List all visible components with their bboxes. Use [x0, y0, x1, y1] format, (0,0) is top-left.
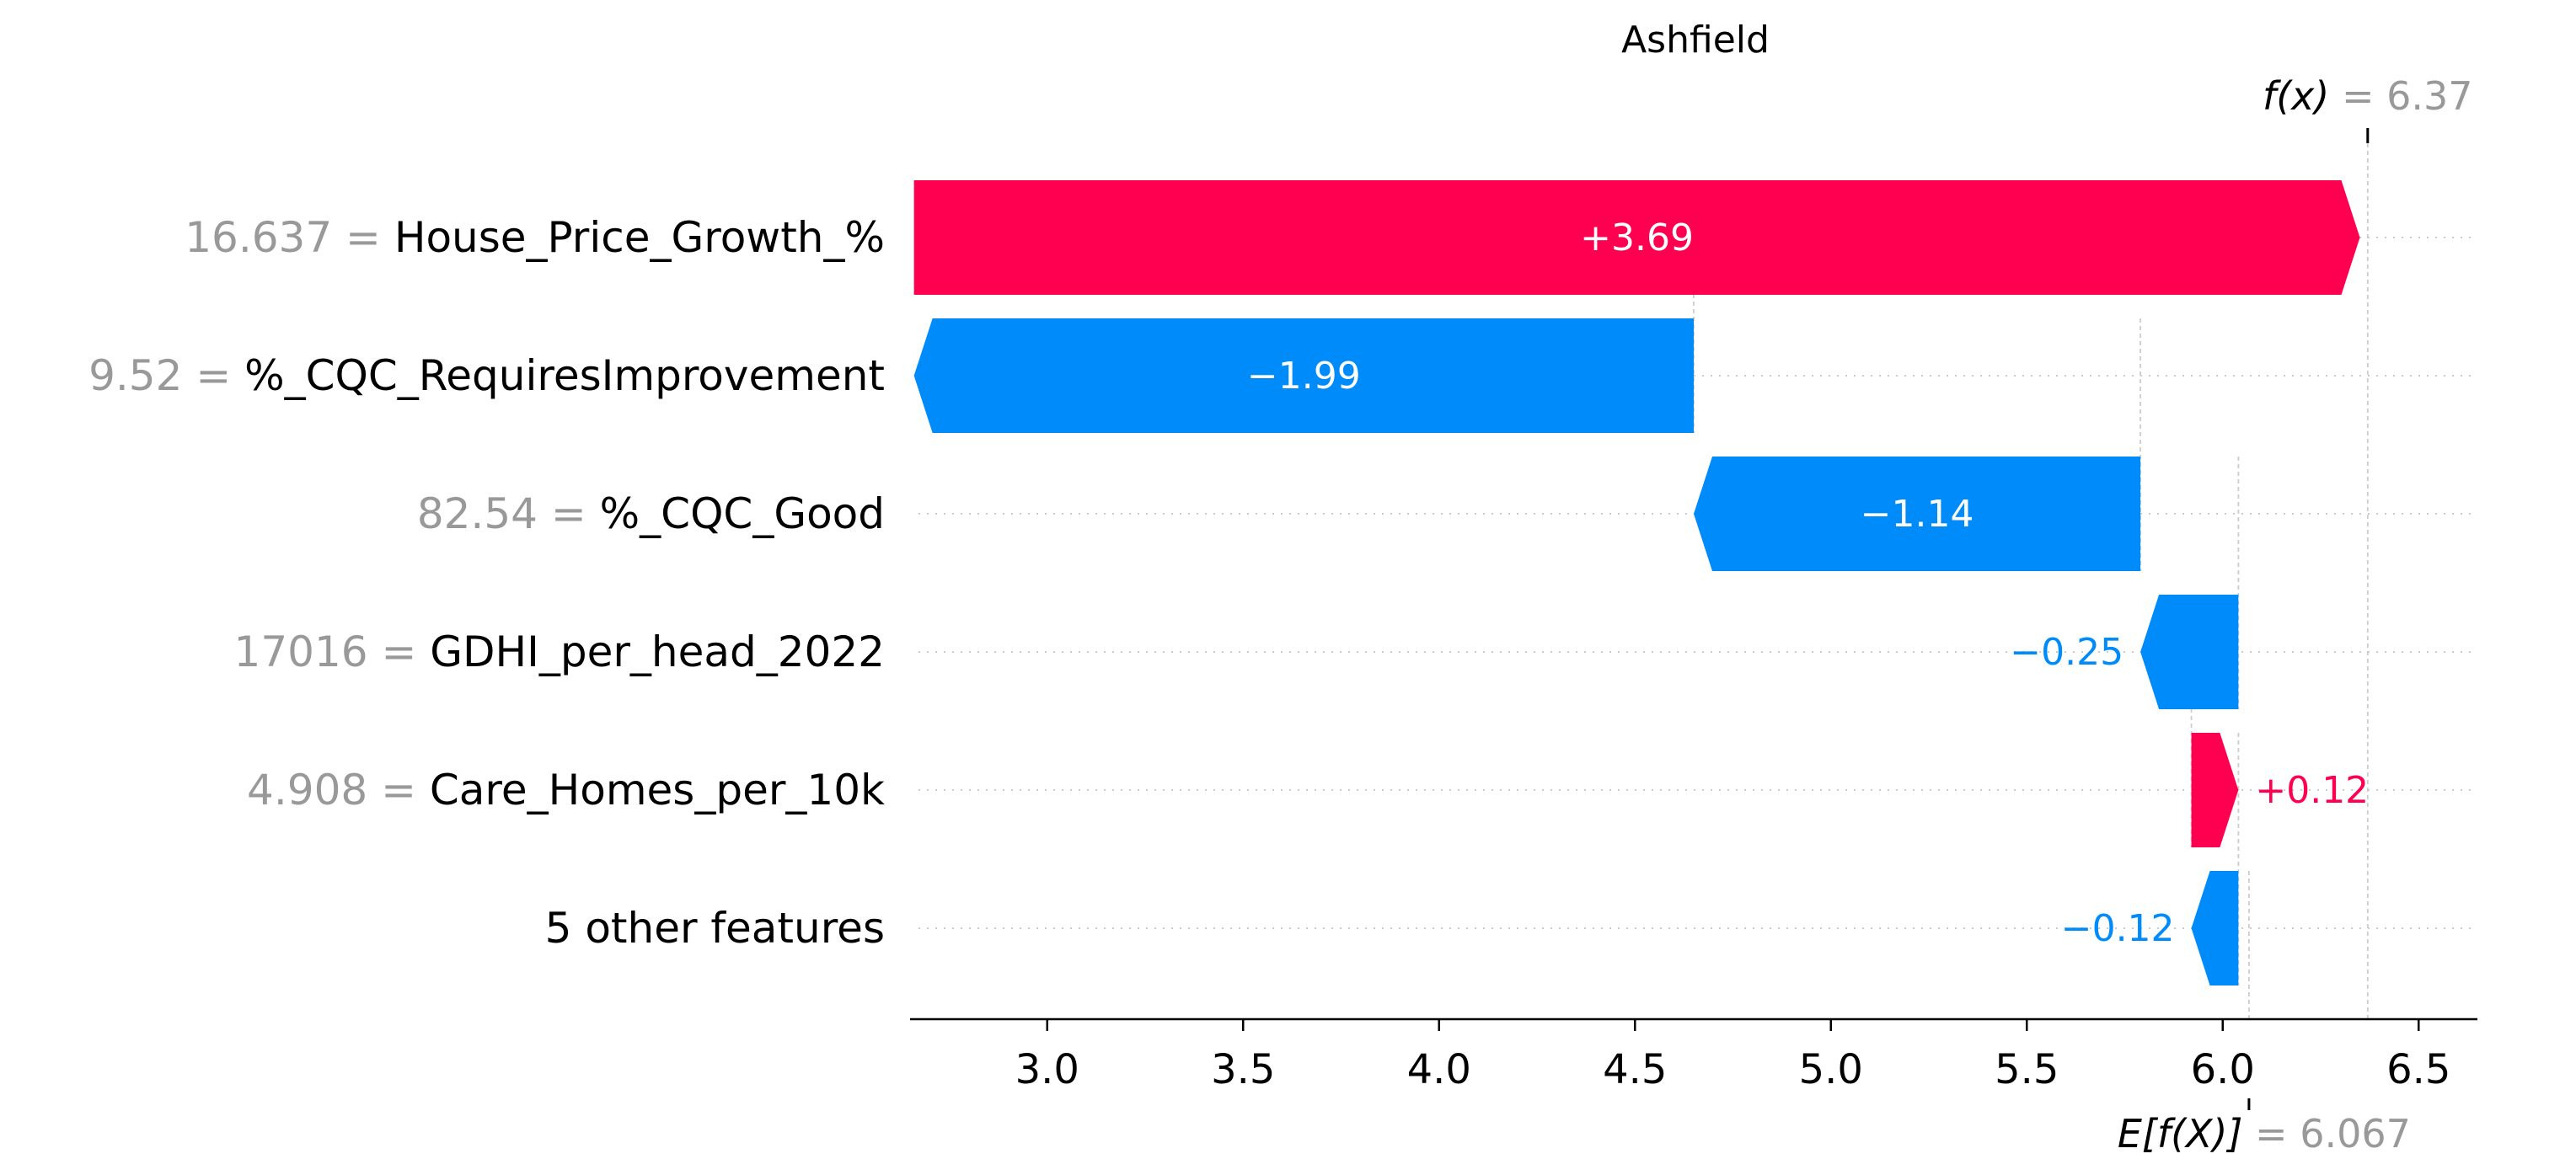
- x-tick-label: 3.5: [1211, 1046, 1275, 1093]
- contribution-label: −1.14: [1861, 493, 1974, 536]
- contribution-bar: [2191, 871, 2239, 985]
- feature-label: 17016 = GDHI_per_head_2022: [234, 628, 885, 676]
- feature-name: %_CQC_Good: [600, 489, 885, 538]
- feature-value: 82.54: [417, 489, 538, 538]
- feature-labels: 16.637 = House_Price_Growth_% 9.52 = %_CQ…: [88, 213, 885, 953]
- equals-sign: =: [368, 628, 431, 676]
- equals-sign: =: [182, 351, 244, 400]
- contribution-label: +3.69: [1580, 216, 1694, 259]
- ex-annotation: E[f(X)] = 6.067: [2118, 1111, 2411, 1156]
- x-tick-label: 6.5: [2386, 1046, 2450, 1093]
- ex-value: 6.067: [2300, 1111, 2411, 1156]
- contribution-label: −1.99: [1247, 355, 1361, 398]
- contribution-bar: [913, 318, 1694, 433]
- value-annotations: f(x) = 6.37 E[f(X)] = 6.067: [2118, 73, 2473, 1156]
- feature-value: 17016: [234, 628, 368, 676]
- contribution-label: −0.12: [2061, 907, 2175, 950]
- x-tick-label: 5.0: [1799, 1046, 1863, 1093]
- contribution-bar: [1694, 457, 2141, 571]
- contribution-label: +0.12: [2255, 769, 2369, 812]
- fx-annotation: f(x) = 6.37: [2263, 73, 2473, 119]
- contribution-label: −0.25: [2010, 631, 2123, 674]
- feature-value: 16.637: [185, 213, 332, 262]
- equals-sign: =: [2329, 73, 2386, 119]
- chart-title: Ashfield: [1621, 19, 1770, 61]
- x-tick-label: 4.5: [1603, 1046, 1667, 1093]
- ex-symbol: E[f(X)]: [2118, 1111, 2243, 1156]
- x-tick-label: 3.0: [1015, 1046, 1079, 1093]
- feature-name: Care_Homes_per_10k: [430, 766, 885, 815]
- contribution-bar: [2191, 733, 2239, 847]
- x-tick-label: 6.0: [2191, 1046, 2255, 1093]
- feature-name: House_Price_Growth_%: [394, 213, 885, 262]
- feature-label: 9.52 = %_CQC_RequiresImprovement: [88, 351, 885, 400]
- feature-name: GDHI_per_head_2022: [430, 628, 885, 676]
- feature-label: 16.637 = House_Price_Growth_%: [185, 213, 885, 262]
- feature-value: 4.908: [247, 766, 367, 815]
- x-tick-label: 4.0: [1407, 1046, 1471, 1093]
- contribution-bar: [2140, 595, 2239, 709]
- feature-name: 5 other features: [545, 904, 885, 953]
- feature-label: 82.54 = %_CQC_Good: [417, 489, 885, 538]
- fx-value: 6.37: [2386, 73, 2472, 119]
- x-tick-label: 5.5: [1995, 1046, 2059, 1093]
- feature-name: %_CQC_RequiresImprovement: [244, 351, 885, 400]
- equals-sign: =: [538, 489, 600, 538]
- contribution-bar: [913, 180, 2360, 295]
- fx-symbol: f(x): [2263, 73, 2329, 119]
- contribution-labels: +3.69 −1.99 −1.14 −0.25 +0.12 −0.12: [1247, 216, 2369, 950]
- x-axis: 3.0 3.5 4.0 4.5 5.0 5.5 6.0 6.5: [910, 1017, 2477, 1093]
- equals-sign: =: [332, 213, 394, 262]
- contribution-bars: [913, 180, 2360, 985]
- feature-label: 4.908 = Care_Homes_per_10k: [247, 766, 885, 815]
- equals-sign: =: [2242, 1111, 2300, 1156]
- equals-sign: =: [367, 766, 430, 815]
- feature-label: 5 other features: [545, 904, 885, 953]
- feature-value: 9.52: [88, 351, 182, 400]
